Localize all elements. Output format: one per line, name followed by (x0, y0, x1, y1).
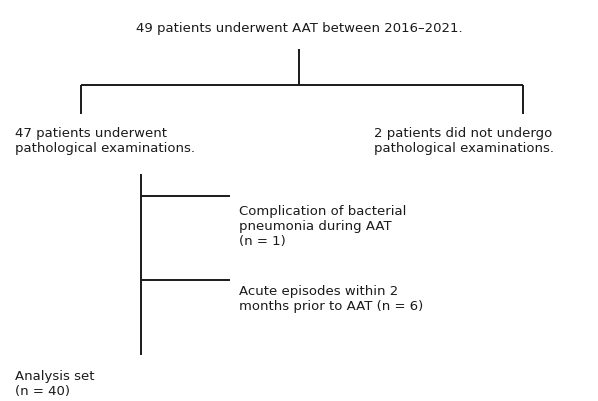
Text: Complication of bacterial
pneumonia during AAT
(n = 1): Complication of bacterial pneumonia duri… (239, 205, 407, 247)
Text: Acute episodes within 2
months prior to AAT (n = 6): Acute episodes within 2 months prior to … (239, 285, 423, 313)
Text: 2 patients did not undergo
pathological examinations.: 2 patients did not undergo pathological … (374, 126, 554, 154)
Text: 49 patients underwent AAT between 2016–2021.: 49 patients underwent AAT between 2016–2… (136, 22, 462, 35)
Text: Analysis set
(n = 40): Analysis set (n = 40) (15, 369, 94, 397)
Text: 47 patients underwent
pathological examinations.: 47 patients underwent pathological exami… (15, 126, 195, 154)
